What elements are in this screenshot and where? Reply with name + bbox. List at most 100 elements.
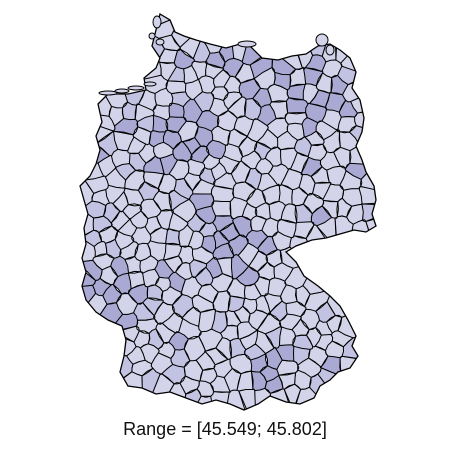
district-region bbox=[80, 14, 198, 32]
district-region bbox=[134, 242, 152, 262]
district-region bbox=[236, 370, 254, 392]
range-caption: Range = [45.549; 45.802] bbox=[123, 419, 327, 439]
district-region bbox=[237, 242, 259, 267]
district-region bbox=[187, 158, 206, 177]
district-region bbox=[212, 242, 235, 260]
district-region bbox=[219, 222, 241, 242]
district-region bbox=[276, 219, 297, 239]
district-region bbox=[182, 137, 202, 156]
district-region bbox=[115, 293, 139, 315]
island bbox=[148, 32, 156, 40]
district-region bbox=[163, 255, 183, 274]
district-region bbox=[93, 241, 108, 258]
district-region bbox=[302, 83, 320, 105]
district-region bbox=[346, 203, 364, 225]
district-region bbox=[80, 284, 97, 341]
district-region bbox=[159, 61, 177, 82]
island bbox=[98, 90, 118, 96]
district-region bbox=[295, 203, 313, 223]
island bbox=[237, 40, 257, 48]
district-region bbox=[137, 114, 155, 133]
district-region bbox=[244, 98, 262, 121]
district-region bbox=[295, 285, 311, 308]
island bbox=[114, 88, 130, 94]
district-region bbox=[252, 67, 276, 90]
district-region bbox=[142, 268, 160, 288]
district-region bbox=[286, 122, 305, 141]
district-region bbox=[197, 283, 219, 304]
district-region bbox=[289, 67, 307, 87]
country-border bbox=[79, 12, 377, 411]
district-region bbox=[189, 259, 208, 278]
district-region bbox=[192, 178, 216, 195]
island bbox=[155, 38, 165, 46]
district-region bbox=[152, 190, 172, 212]
district-region bbox=[315, 120, 338, 141]
district-region bbox=[106, 52, 162, 81]
district-region bbox=[168, 331, 189, 351]
districts-layer bbox=[80, 14, 376, 410]
district-region bbox=[80, 21, 165, 61]
district-region bbox=[229, 353, 253, 375]
island bbox=[315, 33, 329, 47]
district-region bbox=[196, 380, 215, 397]
north-sea-islands bbox=[98, 15, 335, 96]
island bbox=[152, 15, 162, 29]
district-region bbox=[172, 140, 193, 163]
district-region bbox=[223, 91, 243, 110]
district-region bbox=[129, 210, 149, 229]
district-region bbox=[195, 351, 216, 371]
district-region bbox=[127, 136, 147, 154]
district-region bbox=[112, 325, 140, 343]
district-region bbox=[312, 182, 332, 200]
district-region bbox=[210, 162, 228, 181]
district-region bbox=[361, 203, 376, 222]
district-region bbox=[204, 347, 229, 366]
district-region bbox=[171, 198, 197, 223]
district-region bbox=[306, 327, 322, 348]
district-region bbox=[360, 149, 376, 195]
district-region bbox=[230, 160, 251, 184]
district-region bbox=[340, 14, 376, 76]
district-region bbox=[239, 329, 259, 351]
district-region bbox=[279, 313, 302, 331]
district-region bbox=[103, 202, 121, 224]
district-region bbox=[271, 14, 303, 70]
district-region bbox=[80, 14, 112, 117]
district-region bbox=[142, 297, 164, 317]
island bbox=[143, 81, 157, 87]
district-region bbox=[320, 355, 342, 377]
district-region bbox=[80, 153, 104, 181]
district-region bbox=[337, 295, 376, 339]
district-region bbox=[227, 295, 245, 312]
district-region bbox=[343, 219, 376, 410]
island bbox=[325, 44, 335, 56]
district-region bbox=[358, 186, 376, 205]
district-region bbox=[168, 212, 189, 232]
district-region bbox=[183, 65, 199, 84]
district-region bbox=[147, 328, 165, 350]
district-region bbox=[165, 80, 187, 95]
district-region bbox=[210, 86, 229, 101]
district-region bbox=[302, 193, 324, 215]
district-region bbox=[215, 337, 232, 361]
district-region bbox=[250, 215, 267, 232]
island bbox=[127, 85, 145, 91]
district-region bbox=[243, 283, 262, 301]
district-region bbox=[173, 178, 194, 200]
district-region bbox=[168, 102, 185, 118]
district-region bbox=[211, 200, 232, 217]
district-region bbox=[248, 309, 269, 331]
district-region bbox=[350, 77, 376, 114]
district-region bbox=[334, 215, 354, 270]
district-region bbox=[253, 141, 272, 160]
district-region bbox=[115, 163, 137, 181]
district-region bbox=[259, 365, 280, 383]
district-region bbox=[302, 261, 351, 295]
district-region bbox=[181, 306, 201, 327]
district-region bbox=[80, 292, 108, 357]
district-region bbox=[245, 188, 267, 209]
district-region bbox=[315, 301, 336, 323]
